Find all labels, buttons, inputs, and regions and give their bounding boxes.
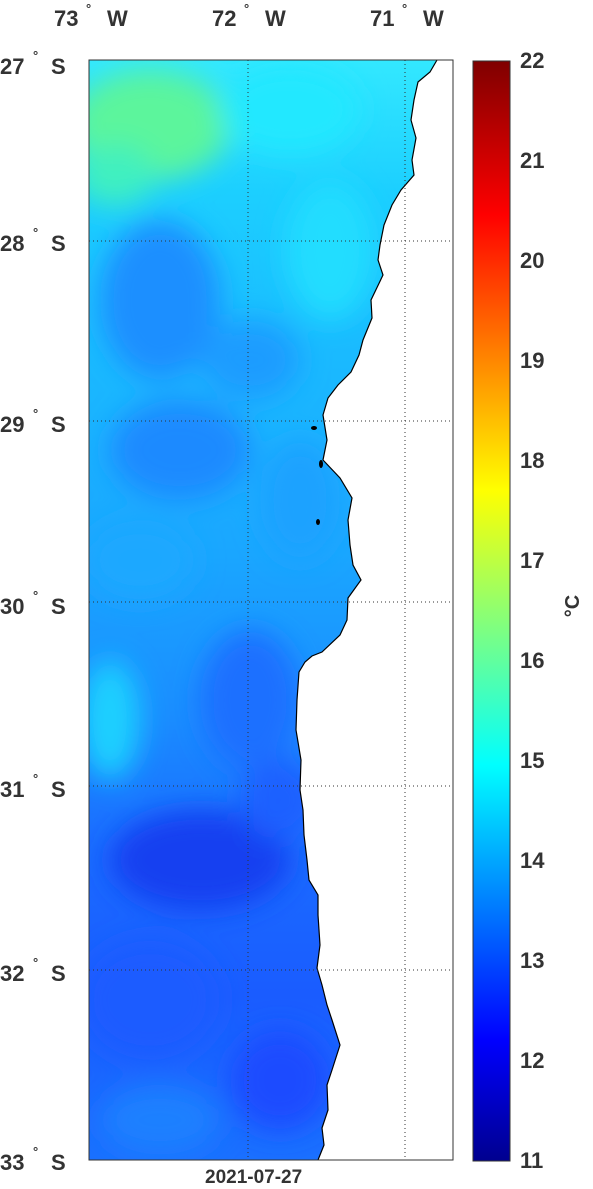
colorbar-unit-label: °C (562, 594, 585, 618)
lat-direction: S (51, 54, 66, 79)
lat-value: 27 (0, 54, 25, 79)
lat-value: 31 (0, 777, 25, 802)
lat-direction: S (51, 412, 66, 437)
degree-symbol: ° (244, 1, 250, 16)
lat-value: 32 (0, 961, 25, 986)
lon-value: 71 (370, 6, 395, 31)
lon-value: 73 (54, 6, 79, 31)
degree-symbol: ° (86, 1, 92, 16)
lat-direction: S (51, 961, 66, 986)
lat-value: 33 (0, 1150, 25, 1175)
degree-symbol: ° (33, 588, 39, 603)
colorbar-tick: 21 (520, 148, 545, 173)
colorbar-tick: 18 (520, 448, 545, 473)
degree-symbol: ° (33, 955, 39, 970)
lat-direction: S (51, 777, 66, 802)
lon-value: 72 (212, 6, 237, 31)
coastline (295, 59, 438, 1161)
colorbar (472, 60, 511, 1162)
colorbar-tick: 15 (520, 748, 545, 773)
colorbar-tick: 17 (520, 548, 545, 573)
colorbar-tick: 20 (520, 248, 545, 273)
degree-symbol: ° (33, 1144, 39, 1159)
map-frame (88, 59, 454, 1161)
lat-value: 30 (0, 594, 25, 619)
degree-symbol: ° (33, 225, 39, 240)
lat-value: 28 (0, 231, 25, 256)
lat-direction: S (51, 594, 66, 619)
date-label: 2021-07-27 (205, 1167, 303, 1188)
colorbar-tick: 16 (520, 648, 545, 673)
lon-direction: W (107, 6, 128, 31)
degree-symbol: ° (33, 48, 39, 63)
colorbar-tick: 12 (520, 1048, 545, 1073)
degree-symbol: ° (33, 771, 39, 786)
degree-symbol: ° (33, 406, 39, 421)
islands (311, 426, 323, 525)
lon-direction: W (423, 6, 444, 31)
lat-direction: S (51, 231, 66, 256)
lat-direction: S (51, 1150, 66, 1175)
lon-direction: W (265, 6, 286, 31)
colorbar-tick: 13 (520, 948, 545, 973)
degree-symbol: ° (402, 1, 408, 16)
map-gridlines (89, 60, 453, 1160)
colorbar-tick: 14 (520, 848, 545, 873)
colorbar-tick: 19 (520, 348, 545, 373)
colorbar-tick: 22 (520, 48, 545, 73)
lat-value: 29 (0, 412, 25, 437)
colorbar-tick: 11 (520, 1148, 544, 1173)
